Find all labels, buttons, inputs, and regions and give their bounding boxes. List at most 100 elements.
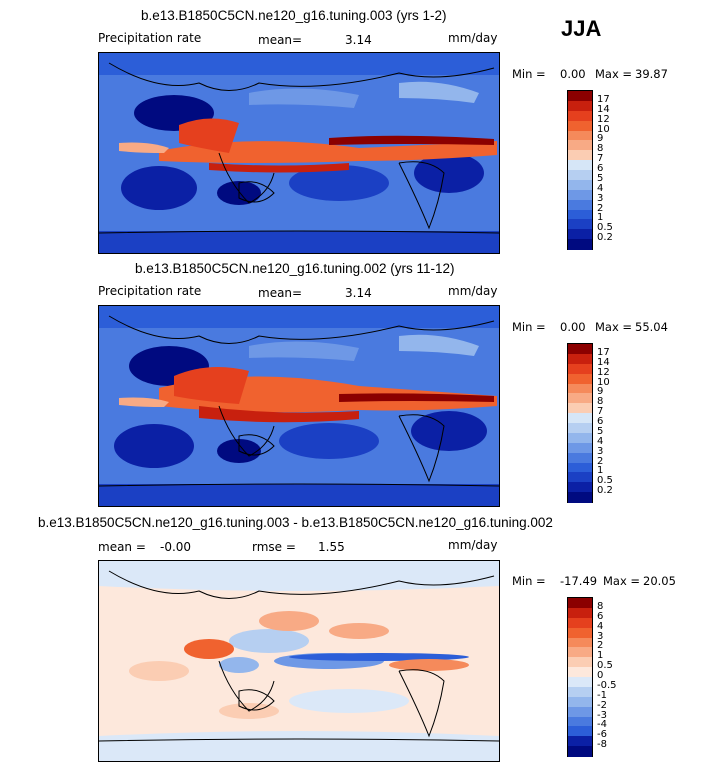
colorbar-tick-label: 14 — [597, 103, 610, 115]
panel2-min-label: Min = — [512, 320, 546, 334]
panel2-map-svg — [99, 306, 499, 506]
colorbar-swatch — [568, 150, 592, 161]
panel2-mean-label: mean= — [258, 286, 303, 300]
colorbar-tick-label: 17 — [597, 346, 610, 358]
colorbar-tick-label: 10 — [597, 123, 610, 135]
colorbar-tick-label: 2 — [597, 455, 604, 467]
panel2-mean-value: 3.14 — [345, 286, 372, 300]
colorbar-swatch — [568, 657, 592, 668]
colorbar-tick-label: 3 — [597, 630, 604, 642]
colorbar-tick-label: 0.2 — [597, 232, 613, 244]
colorbar-tick-label: 12 — [597, 366, 610, 378]
colorbar-tick-label: -6 — [597, 729, 607, 741]
colorbar-tick-label: -0.5 — [597, 679, 617, 691]
colorbar-swatch — [568, 677, 592, 688]
colorbar-tick-label: 7 — [597, 406, 604, 418]
colorbar-tick-label: 7 — [597, 153, 604, 165]
colorbar-swatch — [568, 452, 592, 463]
panel1-colorbar — [567, 90, 593, 250]
colorbar-tick-label: 4 — [597, 620, 604, 632]
colorbar-swatch — [568, 353, 592, 365]
panel3-mean-label: mean = — [98, 540, 146, 554]
colorbar-tick-label: 8 — [597, 143, 604, 155]
colorbar-swatch — [568, 403, 592, 414]
colorbar-swatch — [568, 383, 592, 394]
panel1-min-value: 0.00 — [560, 67, 586, 81]
colorbar-swatch — [568, 637, 592, 648]
colorbar-tick-label: 5 — [597, 425, 604, 437]
panel1-title: b.e13.B1850C5CN.ne120_g16.tuning.003 (yr… — [141, 8, 447, 23]
colorbar-swatch — [568, 423, 592, 434]
panel3-max-label: Max = — [603, 574, 641, 588]
colorbar-tick-label: 8 — [597, 600, 604, 612]
panel2-title: b.e13.B1850C5CN.ne120_g16.tuning.002 (yr… — [135, 261, 455, 276]
panel1-map — [98, 52, 500, 254]
colorbar-swatch — [568, 647, 592, 658]
colorbar-swatch — [568, 160, 592, 171]
panel1-max-label: Max = — [595, 67, 633, 81]
colorbar-tick-label: -8 — [597, 739, 607, 751]
panel2-units: mm/day — [448, 284, 498, 298]
colorbar-tick-label: 17 — [597, 93, 610, 105]
colorbar-swatch — [568, 462, 592, 473]
colorbar-tick-label: 12 — [597, 113, 610, 125]
panel3-min-value: -17.49 — [560, 574, 598, 588]
colorbar-tick-label: 10 — [597, 376, 610, 388]
colorbar-swatch — [568, 492, 592, 503]
colorbar-tick-label: 0.2 — [597, 485, 613, 497]
panel1-min-label: Min = — [512, 67, 546, 81]
panel3-mean-value: -0.00 — [160, 540, 192, 554]
colorbar-tick-label: 9 — [597, 386, 604, 398]
colorbar-swatch — [568, 598, 592, 609]
colorbar-swatch — [568, 120, 592, 131]
colorbar-tick-label: 14 — [597, 356, 610, 368]
colorbar-swatch — [568, 179, 592, 191]
colorbar-swatch — [568, 432, 592, 444]
colorbar-tick-label: 9 — [597, 133, 604, 145]
colorbar-swatch — [568, 100, 592, 112]
panel2-max-value: 55.04 — [635, 320, 668, 334]
colorbar-tick-label: 8 — [597, 396, 604, 408]
colorbar-tick-label: 0.5 — [597, 222, 613, 234]
panel1-max-value: 39.87 — [635, 67, 668, 81]
panel1-units: mm/day — [448, 31, 498, 45]
colorbar-swatch — [568, 686, 592, 698]
panel3-title: b.e13.B1850C5CN.ne120_g16.tuning.003 - b… — [38, 515, 553, 530]
colorbar-swatch — [568, 239, 592, 250]
colorbar-swatch — [568, 91, 592, 102]
colorbar-tick-label: 1 — [597, 465, 604, 477]
colorbar-swatch — [568, 472, 592, 483]
colorbar-swatch — [568, 140, 592, 151]
colorbar-tick-label: 4 — [597, 435, 604, 447]
panel3-rmse-label: rmse = — [252, 540, 296, 554]
panel2-min-value: 0.00 — [560, 320, 586, 334]
panel1-mean-label: mean= — [258, 33, 303, 47]
panel1-field-label: Precipitation rate — [98, 31, 202, 45]
panel3-rmse-value: 1.55 — [318, 540, 345, 554]
colorbar-swatch — [568, 110, 592, 122]
colorbar-swatch — [568, 442, 592, 454]
colorbar-swatch — [568, 617, 592, 629]
colorbar-swatch — [568, 219, 592, 230]
colorbar-tick-label: 5 — [597, 172, 604, 184]
colorbar-tick-label: 4 — [597, 182, 604, 194]
colorbar-swatch — [568, 344, 592, 355]
colorbar-tick-label: -2 — [597, 699, 607, 711]
colorbar-swatch — [568, 189, 592, 201]
panel2-max-label: Max = — [595, 320, 633, 334]
colorbar-tick-label: 3 — [597, 445, 604, 457]
panel3-map — [98, 560, 500, 762]
panel3-units: mm/day — [448, 538, 498, 552]
colorbar-swatch — [568, 726, 592, 737]
colorbar-swatch — [568, 696, 592, 708]
colorbar-swatch — [568, 736, 592, 747]
panel3-max-value: 20.05 — [643, 574, 676, 588]
colorbar-swatch — [568, 209, 592, 220]
colorbar-swatch — [568, 627, 592, 638]
colorbar-swatch — [568, 199, 592, 210]
colorbar-tick-label: -3 — [597, 709, 607, 721]
panel2-colorbar — [567, 343, 593, 503]
colorbar-swatch — [568, 413, 592, 424]
colorbar-tick-label: -4 — [597, 719, 607, 731]
panel3-colorbar — [567, 597, 593, 757]
